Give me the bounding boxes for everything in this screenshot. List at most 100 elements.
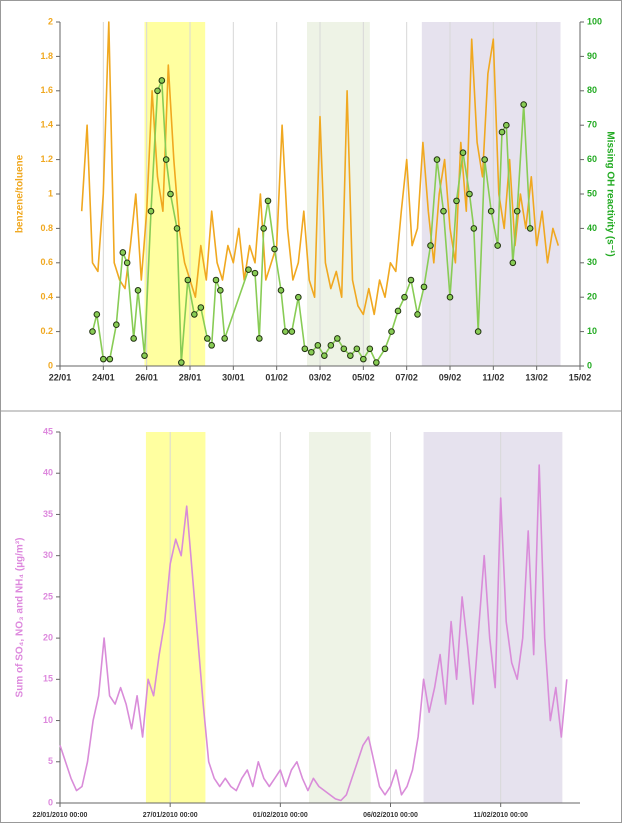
y2-tick-label: 100 — [587, 16, 602, 26]
y-axis-title: benzene/toluene — [15, 154, 26, 233]
y-tick-label: 0.8 — [40, 223, 53, 233]
data-point — [256, 335, 263, 342]
x-tick-label: 03/02 — [309, 372, 332, 382]
y-tick-label: 10 — [43, 715, 53, 725]
data-point — [321, 352, 328, 359]
data-point — [487, 207, 495, 215]
x-tick-label: 30/01 — [222, 372, 245, 382]
y-tick-label: 35 — [43, 509, 53, 519]
y-tick-label: 20 — [43, 632, 53, 642]
data-point — [381, 345, 389, 353]
data-point — [173, 225, 181, 232]
data-point — [373, 359, 380, 366]
data-point — [453, 197, 460, 205]
data-point — [191, 311, 198, 318]
y2-tick-label: 10 — [587, 326, 597, 336]
data-point — [314, 342, 322, 349]
x-tick-label: 13/02 — [525, 372, 548, 382]
y-tick-label: 1.6 — [40, 85, 53, 95]
data-point — [466, 190, 473, 198]
data-point — [221, 335, 228, 342]
y2-tick-label: 30 — [587, 257, 597, 267]
x-tick-label: 01/02/2010 00:00 — [253, 812, 308, 819]
y-tick-label: 0 — [48, 360, 53, 370]
data-point — [208, 342, 215, 349]
data-point — [459, 149, 467, 157]
data-point — [301, 345, 309, 353]
x-tick-label: 24/01 — [92, 372, 115, 382]
x-tick-label: 22/01/2010 00:00 — [33, 812, 88, 819]
data-point — [520, 101, 527, 108]
data-point — [414, 311, 421, 318]
data-point — [141, 352, 148, 359]
y2-tick-label: 40 — [587, 223, 597, 233]
y-tick-label: 25 — [43, 591, 53, 601]
data-point — [184, 276, 192, 284]
x-tick-label: 28/01 — [179, 372, 202, 382]
data-point — [509, 259, 517, 267]
data-point — [277, 287, 285, 294]
y-tick-label: 0 — [48, 797, 53, 807]
data-point — [130, 335, 137, 342]
data-point — [100, 355, 107, 363]
data-point — [119, 249, 127, 256]
shaded-span — [423, 432, 563, 803]
y-tick-label: 1 — [48, 188, 53, 198]
y-tick-label: 5 — [48, 756, 53, 766]
data-point — [446, 293, 454, 301]
y-tick-label: 1.4 — [40, 120, 53, 130]
data-point — [353, 345, 361, 353]
data-point — [366, 345, 374, 353]
data-point — [93, 311, 101, 318]
y-tick-label: 40 — [43, 468, 53, 478]
data-point — [264, 197, 272, 205]
data-point — [147, 207, 155, 215]
data-point — [334, 335, 341, 342]
data-point — [217, 287, 224, 294]
data-point — [481, 156, 488, 163]
data-point — [178, 359, 185, 366]
x-tick-label: 06/02/2010 00:00 — [363, 812, 418, 819]
y-tick-label: 30 — [43, 550, 53, 560]
y2-tick-label: 90 — [587, 51, 597, 61]
y2-tick-label: 50 — [587, 188, 597, 198]
data-point — [154, 87, 161, 95]
data-point — [212, 276, 220, 284]
y-tick-label: 2 — [48, 16, 53, 26]
data-point — [433, 156, 441, 163]
data-point — [260, 225, 267, 232]
x-tick-label: 22/01 — [49, 372, 72, 382]
y-tick-label: 15 — [43, 674, 53, 684]
x-tick-label: 11/02 — [482, 372, 504, 382]
data-point — [204, 335, 211, 342]
data-point — [89, 328, 96, 335]
data-point — [327, 342, 335, 349]
data-point — [106, 355, 114, 363]
x-tick-label: 26/01 — [135, 372, 158, 382]
x-tick-label: 11/02/2010 00:00 — [473, 812, 528, 819]
data-point — [498, 128, 506, 136]
y-tick-label: 0.6 — [40, 257, 53, 267]
x-tick-label: 01/02 — [265, 372, 288, 382]
shaded-span — [307, 22, 370, 366]
shaded-span — [144, 22, 206, 366]
data-point — [308, 348, 315, 356]
y2-tick-label: 80 — [587, 85, 597, 95]
data-point — [420, 283, 428, 291]
series-line — [59, 464, 568, 802]
data-point — [295, 293, 302, 301]
data-point — [158, 77, 166, 84]
series-line — [80, 21, 560, 316]
data-point — [526, 225, 534, 232]
data-point — [245, 266, 252, 273]
y2-axis-title: Missing OH reactivity (s⁻¹) — [604, 131, 615, 256]
data-point — [134, 287, 142, 294]
y-tick-label: 0.4 — [40, 292, 53, 302]
data-point — [427, 242, 434, 249]
data-point — [494, 242, 501, 249]
data-point — [407, 276, 415, 284]
data-point — [513, 207, 521, 215]
data-point — [113, 321, 120, 329]
y2-tick-label: 70 — [587, 120, 597, 130]
